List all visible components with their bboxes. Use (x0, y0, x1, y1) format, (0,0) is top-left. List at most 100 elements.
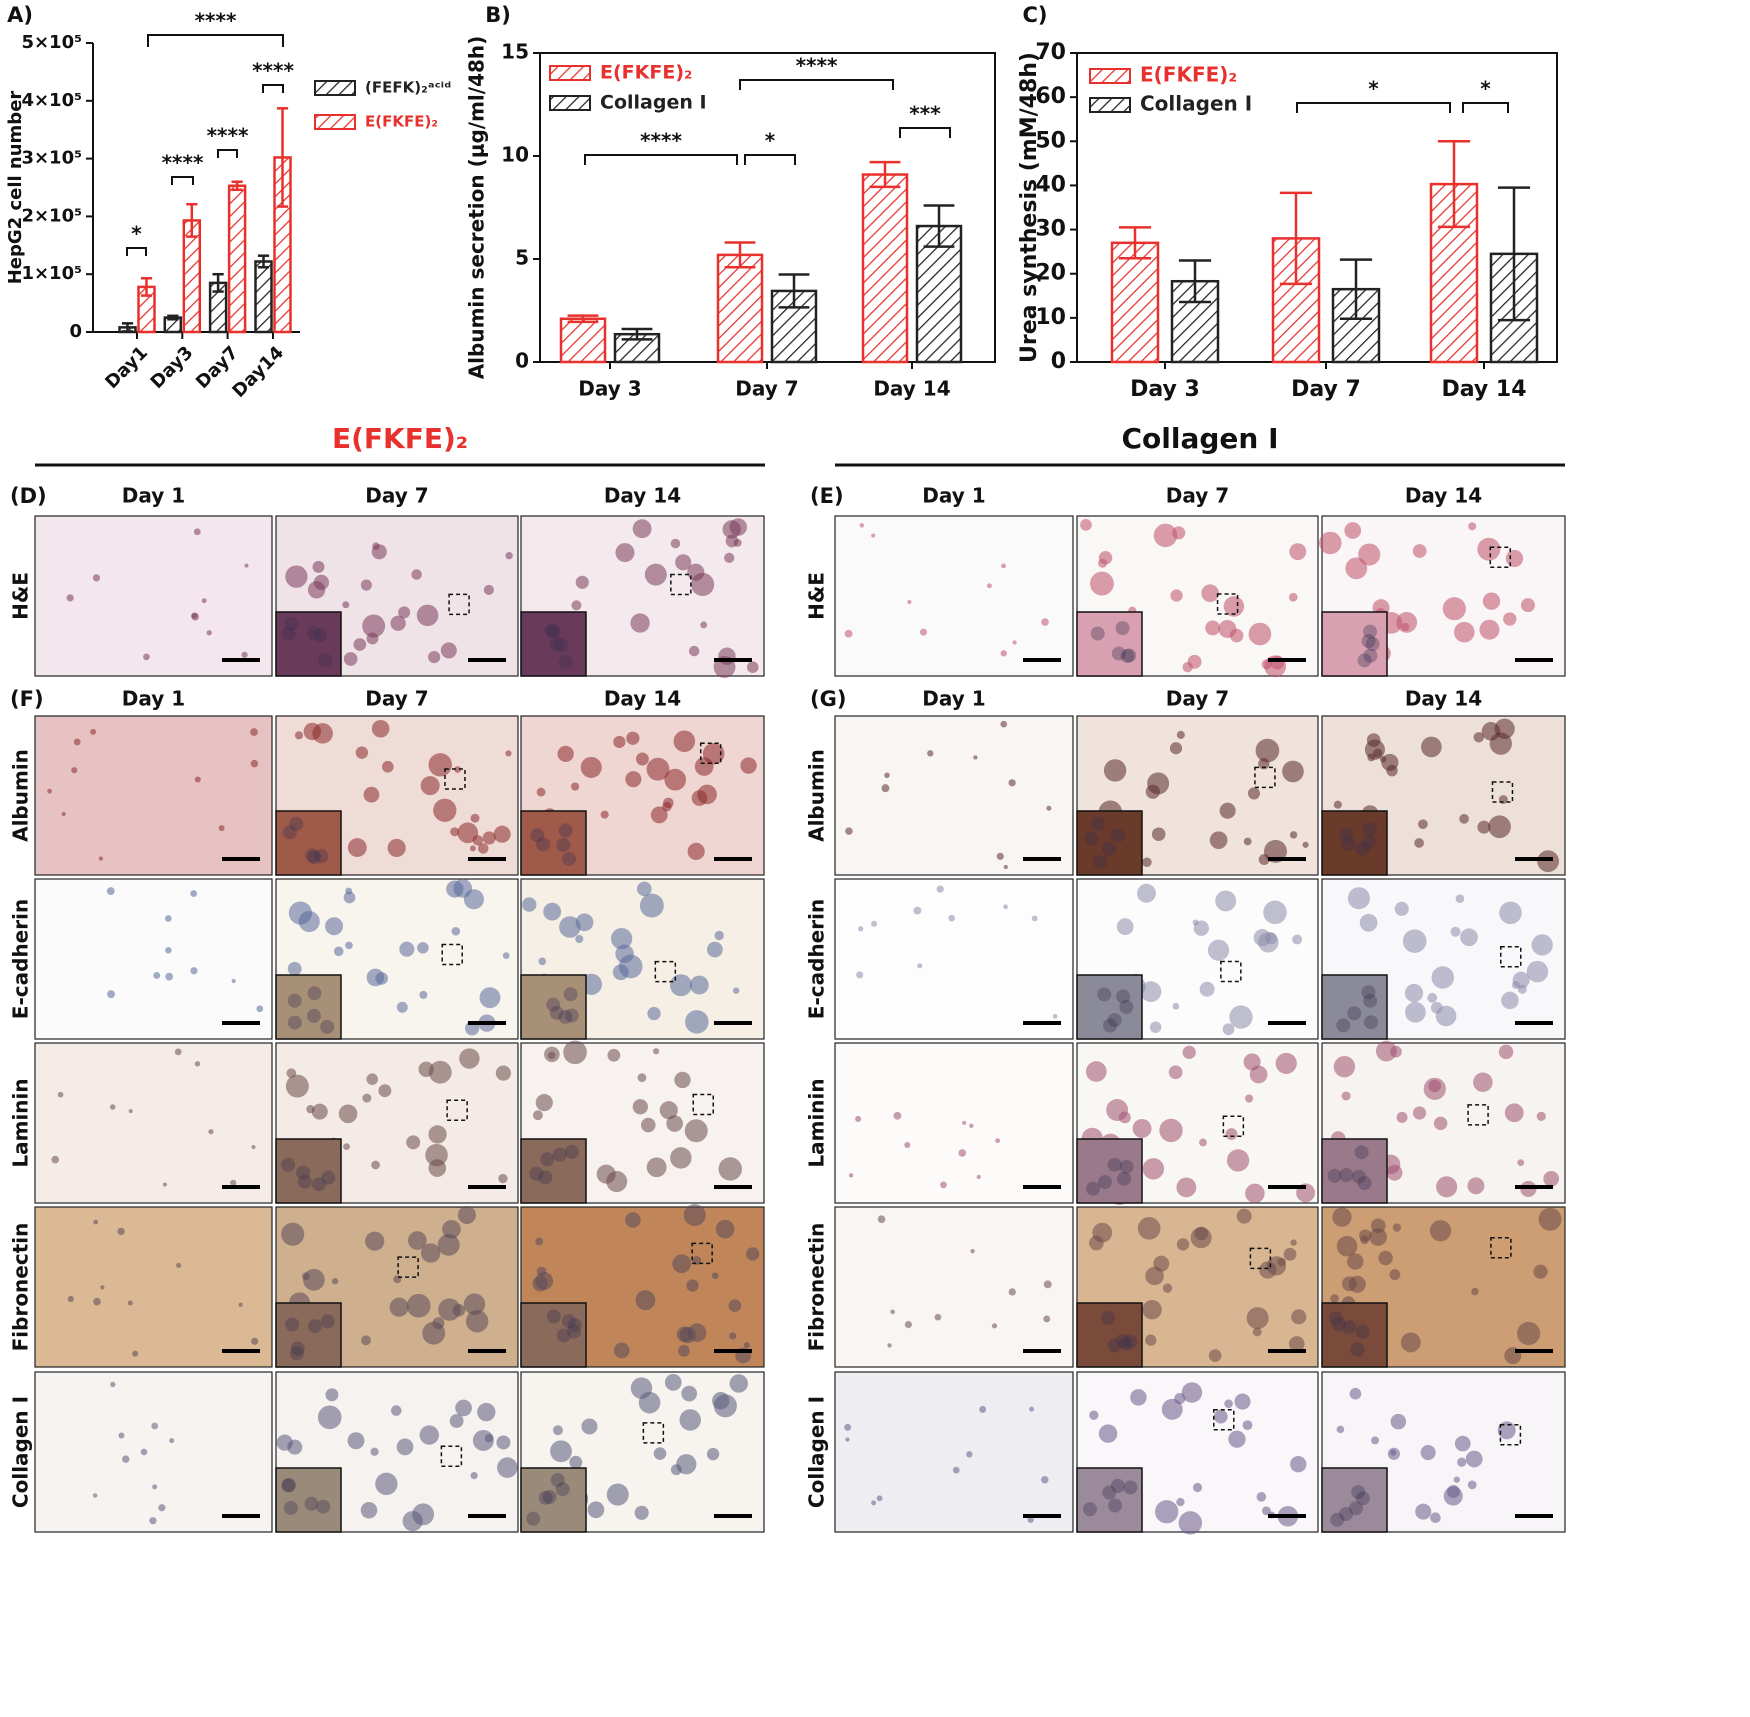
cell-cluster (208, 1129, 214, 1135)
cell-cluster (1421, 736, 1442, 758)
inset-nucleus (287, 993, 302, 1008)
cell-cluster (552, 1425, 563, 1436)
cell-cluster (1345, 557, 1368, 580)
cell-cluster (345, 887, 353, 895)
legend-label: (FEFK)₂ᵃᶜⁱᵈ (365, 79, 451, 97)
cell-cluster (1282, 760, 1304, 783)
cell-cluster (687, 563, 705, 581)
cell-cluster (1043, 1280, 1052, 1289)
cell-cluster (169, 1438, 175, 1444)
inset-nucleus (1342, 1320, 1357, 1335)
cell-cluster (390, 615, 406, 631)
bar (1110, 241, 1160, 364)
scale-bar (468, 658, 506, 662)
scale-bar (1023, 1349, 1061, 1353)
group-header: E(FKFE)₂ (332, 422, 468, 455)
cell-cluster (1333, 1055, 1356, 1078)
cell-cluster (162, 1182, 167, 1187)
cell-cluster (1008, 779, 1016, 787)
cell-cluster (238, 1302, 243, 1307)
row-label: Collagen I (805, 1396, 829, 1508)
cell-cluster (1226, 1149, 1250, 1172)
cell-cluster (1404, 983, 1424, 1003)
cell-cluster (1471, 1287, 1479, 1296)
inset-nucleus (1330, 1512, 1345, 1527)
cell-cluster (194, 1061, 201, 1067)
cell-cluster (1229, 1005, 1253, 1029)
cell-cluster (575, 575, 589, 589)
cell-cluster (948, 914, 956, 922)
cell-cluster (1427, 992, 1438, 1003)
inset-nucleus (1107, 1338, 1122, 1353)
scale-bar (1268, 857, 1306, 861)
cell-cluster (151, 1422, 159, 1430)
cell-cluster (1290, 1456, 1307, 1473)
cell-cluster (637, 1073, 647, 1083)
cell-cluster (1435, 1005, 1457, 1027)
cell-cluster (342, 601, 350, 609)
cell-cluster (535, 1094, 553, 1112)
inset-nucleus (1115, 1333, 1130, 1348)
inset-nucleus (564, 1008, 579, 1023)
day-label: Day 7 (365, 687, 428, 711)
cell-cluster (174, 1048, 182, 1056)
inset-nucleus (1365, 637, 1380, 652)
inset-nucleus (1339, 1507, 1354, 1522)
roi-box (654, 960, 677, 983)
cell-cluster (1153, 523, 1178, 548)
cell-cluster (1414, 838, 1424, 848)
cell-cluster (1516, 1321, 1541, 1346)
cell-cluster (411, 569, 422, 580)
cell-cluster (1412, 544, 1427, 558)
y-tick-label: 40 (1035, 172, 1066, 197)
scale-bar (1023, 658, 1061, 662)
scale-bar (714, 1021, 752, 1025)
roi-box (440, 1445, 463, 1468)
cell-cluster (362, 1093, 372, 1103)
cell-cluster (505, 750, 512, 757)
roi-box (1216, 593, 1239, 615)
bar (861, 173, 909, 364)
cell-cluster (711, 1272, 719, 1280)
cell-cluster (641, 1117, 656, 1133)
cell-cluster (1420, 1445, 1436, 1461)
cell-cluster (153, 971, 161, 979)
inset-nucleus (306, 626, 321, 641)
cell-cluster (469, 845, 476, 852)
inset-nucleus (1084, 831, 1099, 846)
panel-label: (F) (10, 687, 44, 711)
scale-bar (468, 1514, 506, 1518)
cell-cluster (646, 1157, 667, 1178)
cell-cluster (1224, 1399, 1233, 1409)
cell-cluster (679, 1326, 696, 1344)
cell-cluster (580, 756, 602, 778)
cell-cluster (681, 1385, 698, 1402)
cell-cluster (1473, 1072, 1493, 1093)
cell-cluster (646, 757, 670, 781)
inset-nucleus (320, 1314, 335, 1329)
inset-nucleus (1351, 1485, 1366, 1500)
cell-cluster (844, 629, 853, 638)
cell-cluster (1031, 915, 1038, 922)
micrograph (34, 878, 273, 1040)
cell-cluster (90, 728, 97, 735)
cell-cluster (1253, 929, 1271, 947)
cell-cluster (1219, 802, 1236, 819)
cell-cluster (1536, 1111, 1546, 1122)
inset-nucleus (1107, 1157, 1122, 1172)
cell-cluster (497, 1457, 518, 1478)
cell-cluster (1215, 890, 1237, 912)
day-label: Day 7 (1166, 687, 1229, 711)
cell-cluster (1137, 883, 1156, 903)
cell-cluster (1442, 597, 1466, 621)
cell-cluster (128, 1109, 133, 1114)
cell-cluster (1389, 1269, 1401, 1281)
cell-cluster (1477, 537, 1501, 561)
cell-cluster (1467, 1177, 1485, 1195)
cell-cluster (881, 784, 890, 793)
cell-cluster (1292, 934, 1303, 945)
cell-cluster (1170, 589, 1183, 602)
cell-cluster (1256, 1492, 1267, 1502)
legend-label: Collagen I (600, 92, 707, 114)
